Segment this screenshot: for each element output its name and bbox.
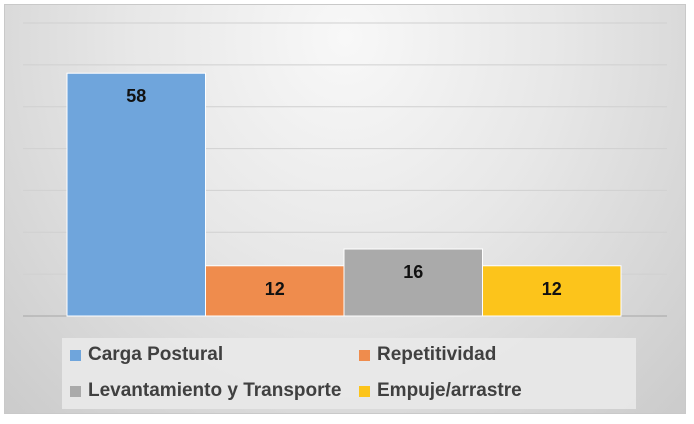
legend-swatch <box>359 385 370 397</box>
bar-levantamiento-y-transporte <box>343 248 483 317</box>
legend-item-repetitividad: Repetitividad <box>359 344 496 366</box>
chart-plot: 58 12 16 12 <box>23 22 667 317</box>
legend-item-levantamiento-y-transporte: Levantamiento y Transporte <box>70 380 341 402</box>
data-label: 12 <box>542 279 562 299</box>
data-label: 58 <box>126 86 146 106</box>
legend-label: Repetitividad <box>377 344 497 365</box>
legend-swatch <box>70 385 81 397</box>
legend-swatch <box>359 349 370 361</box>
data-label: 12 <box>265 279 285 299</box>
data-label: 16 <box>403 262 423 282</box>
legend-item-empuje-arrastre: Empuje/arrastre <box>359 380 522 402</box>
legend-item-carga-postural: Carga Postural <box>70 344 223 366</box>
legend-swatch <box>70 349 81 361</box>
legend-label: Carga Postural <box>88 344 224 365</box>
chart-frame: 58 12 16 12 Carga Postural Repetitividad Le… <box>4 4 686 414</box>
legend: Carga Postural Repetitividad Levantamien… <box>62 338 636 409</box>
legend-label: Levantamiento y Transporte <box>88 380 342 401</box>
bar-carga-postural <box>66 72 206 317</box>
bar-empuje-arrastre <box>482 265 622 317</box>
legend-label: Empuje/arrastre <box>377 380 522 401</box>
